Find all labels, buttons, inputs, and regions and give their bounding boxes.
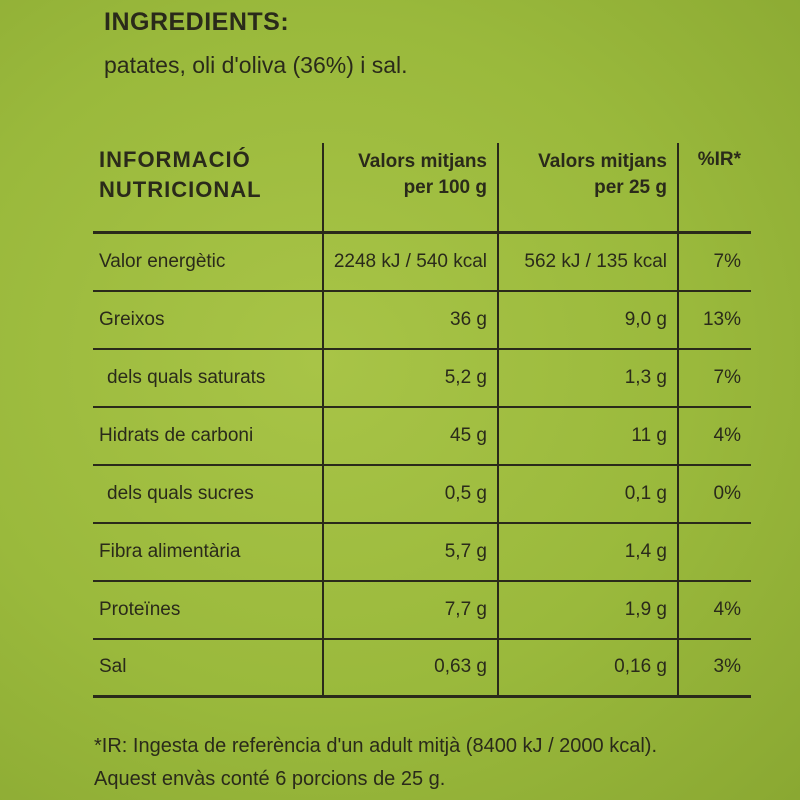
row-ir: 3% — [677, 638, 751, 697]
row-label: Proteïnes — [99, 598, 181, 620]
table-row: dels quals sucres 0,5 g 0,1 g 0% — [93, 464, 751, 523]
header-per-100g: Valors mitjans per 100 g — [322, 143, 498, 233]
row-ir: 4% — [677, 406, 751, 465]
row-per100: 0,63 g — [322, 638, 498, 697]
table-row: dels quals saturats 5,2 g 1,3 g 7% — [93, 348, 751, 407]
table-row: Valor energètic 2248 kJ / 540 kcal 562 k… — [93, 232, 751, 291]
row-label: dels quals sucres — [107, 482, 254, 504]
row-ir: 0% — [677, 464, 751, 523]
row-label: dels quals saturats — [107, 366, 266, 388]
table-row: Fibra alimentària 5,7 g 1,4 g — [93, 522, 751, 581]
header-nutrition-line1: INFORMACIÓ — [99, 147, 251, 172]
table-row: Hidrats de carboni 45 g 11 g 4% — [93, 406, 751, 465]
row-label: Sal — [99, 656, 127, 678]
row-per25: 1,4 g — [497, 522, 678, 581]
row-ir: 7% — [677, 348, 751, 407]
row-per100: 5,2 g — [322, 348, 498, 407]
table-row: Sal 0,63 g 0,16 g 3% — [93, 638, 751, 697]
row-per100: 7,7 g — [322, 580, 498, 639]
row-per25: 562 kJ / 135 kcal — [497, 232, 678, 291]
row-per25: 0,16 g — [497, 638, 678, 697]
header-nutrition-info: INFORMACIÓ NUTRICIONAL — [93, 143, 323, 233]
row-ir: 13% — [677, 290, 751, 349]
header-per-100g-line1: Valors mitjans — [358, 151, 487, 172]
nutrition-table: INFORMACIÓ NUTRICIONAL Valors mitjans pe… — [93, 143, 751, 698]
row-per100: 2248 kJ / 540 kcal — [322, 232, 498, 291]
row-ir: 4% — [677, 580, 751, 639]
row-ir — [677, 522, 751, 581]
row-label: Valor energètic — [99, 250, 226, 272]
row-per25: 0,1 g — [497, 464, 678, 523]
header-per-25g-line2: per 25 g — [594, 177, 667, 198]
row-per25: 9,0 g — [497, 290, 678, 349]
row-ir: 7% — [677, 232, 751, 291]
header-per-25g-line1: Valors mitjans — [538, 151, 667, 172]
table-row: Proteïnes 7,7 g 1,9 g 4% — [93, 580, 751, 639]
ingredients-title: INGREDIENTS: — [104, 8, 290, 36]
footnote-portions: Aquest envàs conté 6 porcions de 25 g. — [94, 768, 446, 790]
table-row: Greixos 36 g 9,0 g 13% — [93, 290, 751, 349]
footnote-reference-intake: *IR: Ingesta de referència d'un adult mi… — [94, 735, 658, 757]
row-per100: 36 g — [322, 290, 498, 349]
row-label: Fibra alimentària — [99, 540, 241, 562]
row-per100: 45 g — [322, 406, 498, 465]
row-label: Hidrats de carboni — [99, 424, 254, 446]
header-ir-percent: %IR* — [677, 143, 751, 233]
row-per100: 0,5 g — [322, 464, 498, 523]
row-per100: 5,7 g — [322, 522, 498, 581]
header-per-25g: Valors mitjans per 25 g — [497, 143, 678, 233]
footnote: *IR: Ingesta de referència d'un adult mi… — [94, 730, 657, 796]
row-label: Greixos — [99, 308, 165, 330]
ingredients-text: patates, oli d'oliva (36%) i sal. — [104, 52, 408, 78]
header-nutrition-line2: NUTRICIONAL — [99, 177, 262, 202]
row-per25: 1,9 g — [497, 580, 678, 639]
row-per25: 11 g — [497, 406, 678, 465]
row-per25: 1,3 g — [497, 348, 678, 407]
nutrition-header-row: INFORMACIÓ NUTRICIONAL Valors mitjans pe… — [93, 143, 751, 233]
header-per-100g-line2: per 100 g — [403, 177, 487, 198]
